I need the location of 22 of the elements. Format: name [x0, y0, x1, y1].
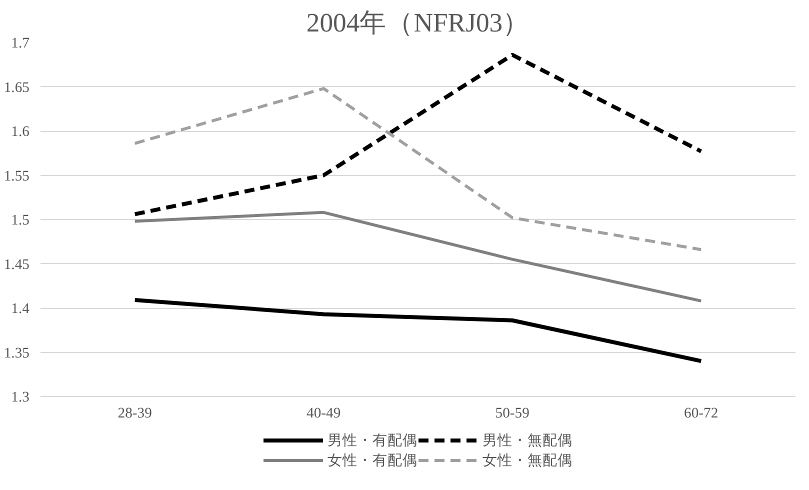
y-tick-label: 1.5: [11, 212, 30, 228]
x-tick-label: 28-39: [118, 406, 152, 422]
legend-label: 男性・有配偶: [328, 432, 418, 450]
y-tick-label: 1.3: [11, 390, 30, 406]
x-tick-label: 40-49: [306, 406, 341, 422]
y-tick-label: 1.35: [4, 345, 30, 362]
x-tick-label: 50-59: [495, 406, 530, 422]
y-tick-label: 1.55: [4, 168, 30, 184]
x-tick-label: 60-72: [684, 406, 718, 422]
legend-label: 女性・無配偶: [482, 452, 572, 470]
y-tick-label: 1.65: [4, 80, 30, 96]
line-series: [133, 210, 703, 302]
line-series: [133, 87, 703, 252]
line-series: [132, 298, 704, 364]
line-series: [132, 52, 704, 216]
y-tick-label: 1.4: [11, 301, 30, 317]
y-tick-label: 1.45: [4, 256, 30, 273]
legend-label: 女性・有配偶: [328, 452, 418, 470]
chart-title: 2004年（NFRJ03）: [306, 8, 530, 38]
legend-label: 男性・無配偶: [482, 432, 572, 450]
y-tick-label: 1.6: [11, 124, 30, 140]
y-tick-label: 1.7: [11, 36, 30, 52]
